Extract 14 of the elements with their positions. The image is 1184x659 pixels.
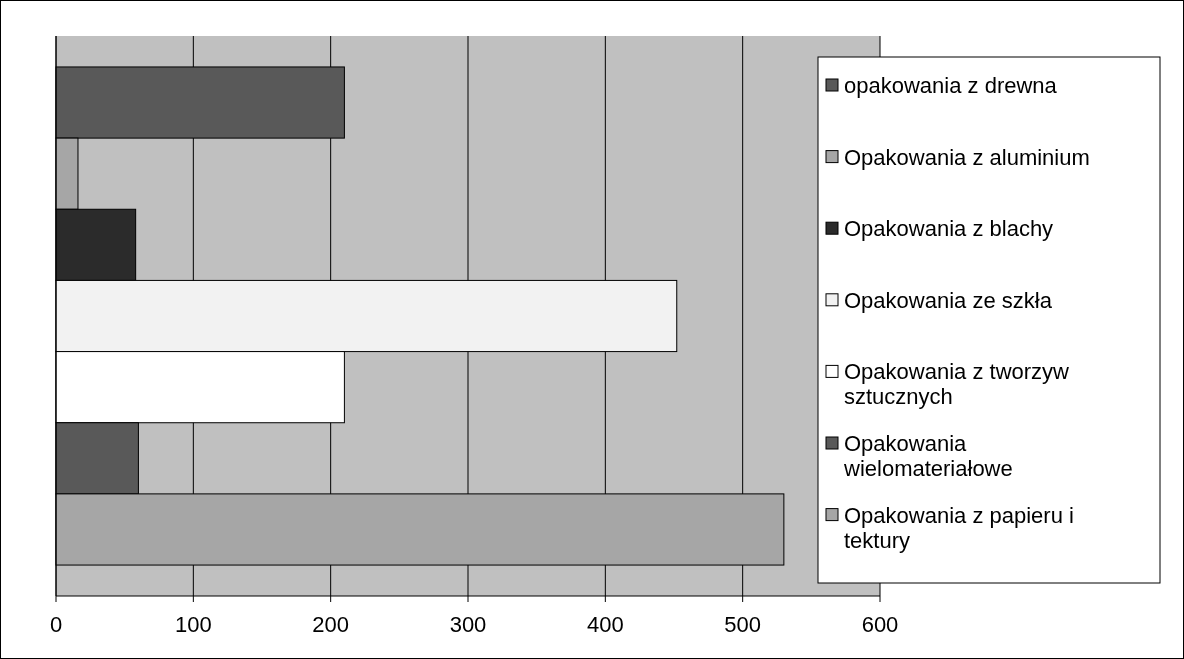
x-tick-label: 300 bbox=[449, 612, 487, 637]
x-tick-label: 200 bbox=[312, 612, 350, 637]
x-tick-label: 500 bbox=[724, 612, 762, 637]
legend-label: Opakowania z blachy bbox=[844, 216, 1054, 242]
legend-label: Opakowania wielomateriałowe bbox=[843, 431, 1013, 481]
x-tick-label: 100 bbox=[174, 612, 212, 637]
legend-label: Opakowania z papieru i tektury bbox=[844, 502, 1074, 553]
x-tick-label: 600 bbox=[861, 612, 899, 637]
x-tick-label: 0 bbox=[49, 612, 63, 637]
legend-label: Opakowania z tworzyw sztucznych bbox=[844, 359, 1070, 410]
legend-label: Opakowania z aluminium bbox=[844, 144, 1090, 170]
legend-label: opakowania z drewna bbox=[844, 73, 1058, 98]
x-tick-label: 400 bbox=[586, 612, 624, 637]
legend-label: Opakowania ze szkła bbox=[844, 287, 1053, 313]
